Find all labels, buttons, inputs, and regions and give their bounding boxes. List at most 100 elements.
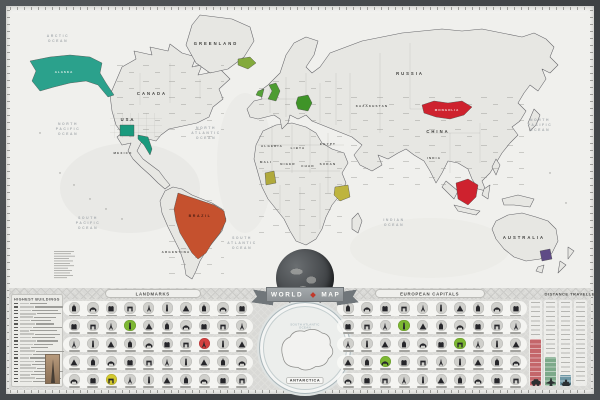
landmark-badge[interactable]: [435, 373, 448, 386]
landmark-badge[interactable]: [87, 319, 99, 332]
landmark-badge[interactable]: [509, 302, 522, 314]
landmark-badge[interactable]: [472, 355, 485, 368]
landmark-badge[interactable]: [68, 373, 81, 386]
landmark-badge[interactable]: [454, 319, 466, 332]
distance-scale-ship[interactable]: [559, 300, 572, 386]
landmark-badge[interactable]: [361, 302, 373, 314]
landmark-badge[interactable]: [87, 302, 99, 314]
landmark-badge[interactable]: [124, 302, 136, 314]
landmark-badge[interactable]: [180, 337, 192, 350]
landmark-badge[interactable]: [454, 337, 466, 350]
landmark-badge[interactable]: [142, 373, 155, 386]
landmark-badge[interactable]: [124, 355, 136, 368]
landmark-badge[interactable]: [142, 337, 155, 350]
landmark-badge[interactable]: [87, 355, 99, 368]
landmark-badge[interactable]: [198, 319, 211, 332]
country-victoria[interactable]: [539, 248, 553, 262]
landmark-badge[interactable]: [379, 302, 392, 314]
country-mongolia[interactable]: [421, 100, 473, 120]
landmark-badge[interactable]: [416, 319, 429, 332]
landmark-badge[interactable]: [342, 337, 355, 350]
landmark-badge[interactable]: [105, 337, 118, 350]
landmark-badge[interactable]: [416, 373, 429, 386]
landmark-badge[interactable]: [198, 355, 211, 368]
landmark-badge[interactable]: [398, 373, 410, 386]
landmark-badge[interactable]: [454, 355, 466, 368]
landmark-badge[interactable]: [416, 302, 429, 314]
landmark-badge[interactable]: [379, 319, 392, 332]
landmark-badge[interactable]: [180, 319, 192, 332]
distance-scale-car[interactable]: [529, 300, 542, 386]
landmark-badge[interactable]: [342, 355, 355, 368]
landmark-badge[interactable]: [454, 373, 466, 386]
landmark-badge[interactable]: [161, 319, 174, 332]
landmark-badge[interactable]: [398, 355, 410, 368]
landmark-badge[interactable]: [509, 355, 522, 368]
landmark-badge[interactable]: [161, 302, 174, 314]
country-alaska[interactable]: [29, 54, 115, 98]
country-kenya[interactable]: [333, 184, 351, 202]
landmark-badge[interactable]: [435, 319, 448, 332]
country-colorado[interactable]: [119, 124, 135, 137]
landmark-badge[interactable]: [161, 337, 174, 350]
landmark-badge[interactable]: [472, 337, 485, 350]
landmark-badge[interactable]: [435, 302, 448, 314]
landmark-badge[interactable]: [235, 319, 248, 332]
landmark-badge[interactable]: [491, 302, 503, 314]
landmark-badge[interactable]: [142, 319, 155, 332]
landmark-badge[interactable]: [491, 337, 503, 350]
country-brazil[interactable]: [173, 192, 227, 260]
landmark-badge[interactable]: [379, 373, 392, 386]
landmark-badge[interactable]: [342, 302, 355, 314]
landmark-badge[interactable]: [435, 337, 448, 350]
landmark-badge[interactable]: [361, 319, 373, 332]
landmark-badge[interactable]: [124, 319, 136, 332]
landmark-badge[interactable]: [180, 373, 192, 386]
landmark-badge[interactable]: [398, 337, 410, 350]
landmark-badge[interactable]: [361, 373, 373, 386]
landmark-badge[interactable]: [217, 373, 229, 386]
landmark-badge[interactable]: [198, 337, 211, 350]
landmark-badge[interactable]: [398, 302, 410, 314]
landmark-badge[interactable]: [361, 355, 373, 368]
landmark-badge[interactable]: [217, 355, 229, 368]
landmark-badge[interactable]: [491, 355, 503, 368]
landmark-badge[interactable]: [105, 319, 118, 332]
landmark-badge[interactable]: [342, 373, 355, 386]
landmark-badge[interactable]: [454, 302, 466, 314]
landmark-badge[interactable]: [198, 302, 211, 314]
country-borneo[interactable]: [455, 178, 479, 206]
landmark-badge[interactable]: [142, 355, 155, 368]
landmark-badge[interactable]: [509, 319, 522, 332]
landmark-badge[interactable]: [472, 319, 485, 332]
landmark-badge[interactable]: [87, 337, 99, 350]
landmark-badge[interactable]: [217, 302, 229, 314]
landmark-badge[interactable]: [491, 319, 503, 332]
landmark-badge[interactable]: [105, 373, 118, 386]
landmark-badge[interactable]: [161, 355, 174, 368]
country-ghana[interactable]: [264, 170, 277, 186]
landmark-badge[interactable]: [472, 302, 485, 314]
landmark-badge[interactable]: [180, 302, 192, 314]
landmark-badge[interactable]: [124, 373, 136, 386]
landmark-badge[interactable]: [68, 337, 81, 350]
country-iceland[interactable]: [237, 56, 257, 70]
landmark-badge[interactable]: [68, 319, 81, 332]
landmark-badge[interactable]: [342, 319, 355, 332]
distance-scale-plane[interactable]: [544, 300, 557, 386]
landmark-badge[interactable]: [105, 302, 118, 314]
landmark-badge[interactable]: [235, 337, 248, 350]
landmark-badge[interactable]: [416, 337, 429, 350]
landmark-badge[interactable]: [217, 319, 229, 332]
landmark-badge[interactable]: [509, 373, 522, 386]
landmark-badge[interactable]: [68, 302, 81, 314]
landmark-badge[interactable]: [235, 373, 248, 386]
country-uk[interactable]: [267, 82, 281, 102]
landmark-badge[interactable]: [379, 337, 392, 350]
country-florida[interactable]: [137, 134, 153, 156]
landmark-badge[interactable]: [198, 373, 211, 386]
landmark-badge[interactable]: [509, 337, 522, 350]
landmark-badge[interactable]: [87, 373, 99, 386]
landmark-badge[interactable]: [379, 355, 392, 368]
landmark-badge[interactable]: [68, 355, 81, 368]
